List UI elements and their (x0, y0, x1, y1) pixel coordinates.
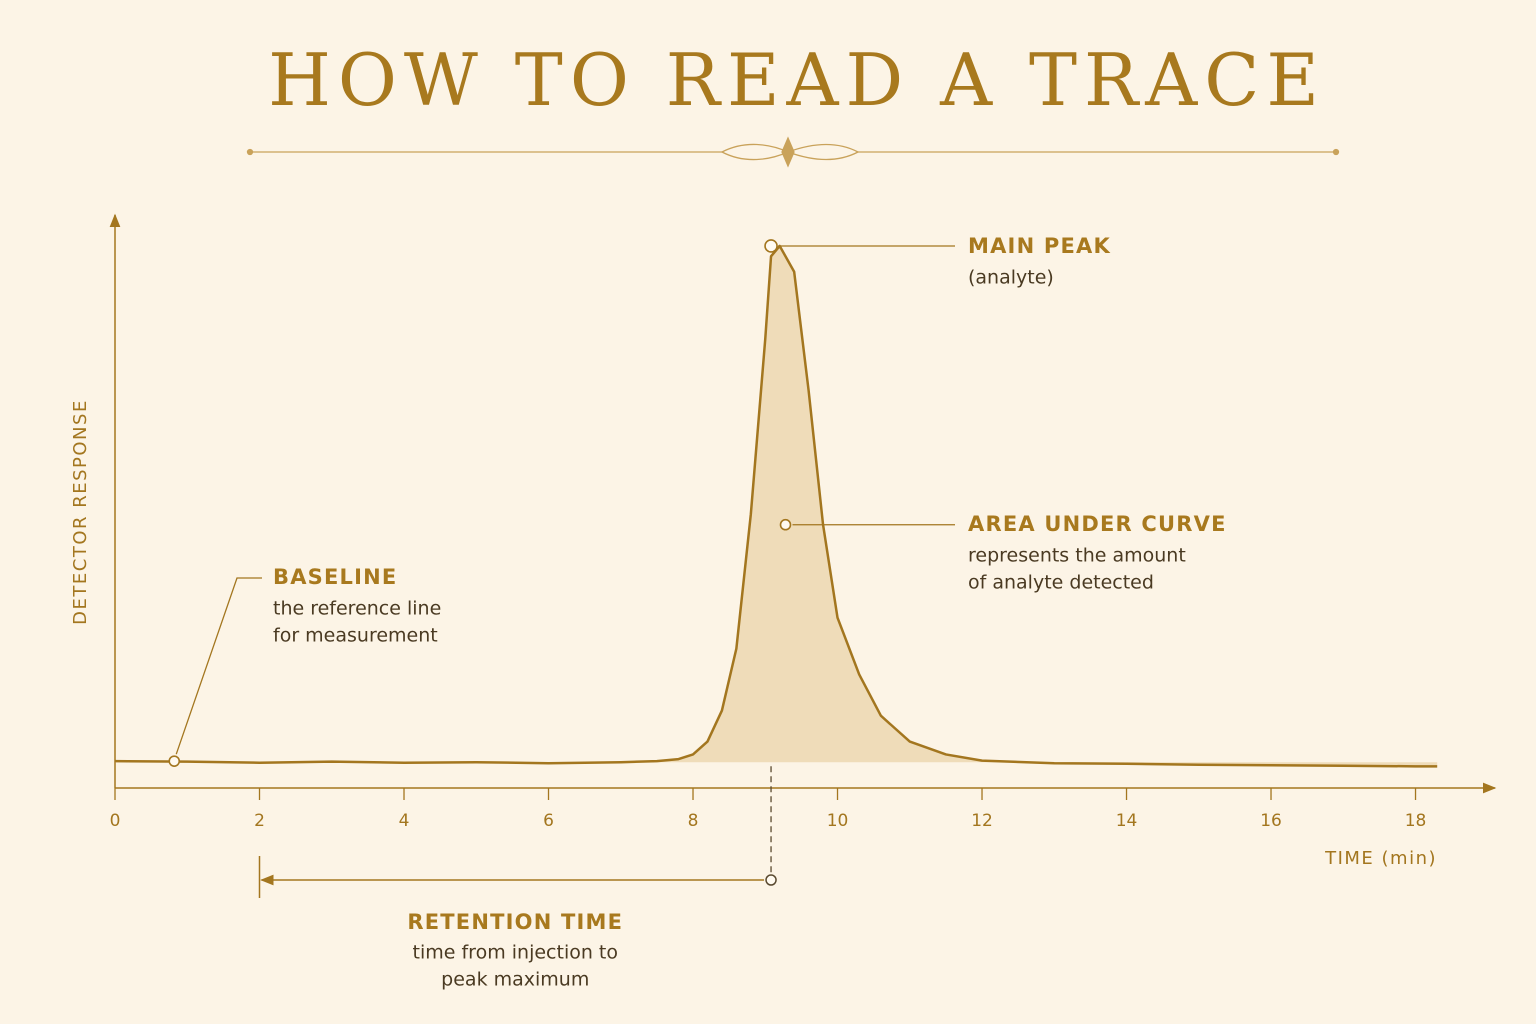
annotation-title: BASELINE (273, 565, 397, 589)
annotation-marker (168, 755, 181, 767)
annotation-text: the reference line (273, 598, 441, 620)
annotation-title: AREA UNDER CURVE (968, 512, 1227, 536)
annotation-title: MAIN PEAK (968, 234, 1111, 258)
annotation-text: (analyte) (968, 267, 1054, 289)
chart-title: HOW TO READ A TRACE (268, 38, 1326, 122)
x-tick-label: 18 (1405, 811, 1427, 831)
x-tick-label: 6 (543, 811, 554, 831)
retention-title: RETENTION TIME (407, 910, 623, 934)
x-tick-label: 2 (254, 811, 265, 831)
retention-text: time from injection to (413, 942, 618, 964)
x-tick-label: 12 (971, 811, 993, 831)
leader-line (175, 577, 262, 755)
annotation-marker (764, 239, 778, 253)
retention-text: peak maximum (441, 969, 589, 991)
annotation-marker (779, 518, 792, 531)
retention-marker (765, 874, 777, 886)
divider (246, 136, 1340, 168)
x-tick-label: 10 (827, 811, 849, 831)
x-tick-label: 8 (688, 811, 699, 831)
area-fill (115, 245, 1438, 767)
x-tick-label: 4 (399, 811, 410, 831)
annotation-text: of analyte detected (968, 572, 1154, 594)
x-axis-label: TIME (min) (1324, 848, 1437, 869)
y-axis-label: DETECTOR RESPONSE (70, 399, 91, 625)
x-tick-label: 0 (110, 811, 121, 831)
annotation-text: for measurement (273, 625, 438, 647)
x-tick-label: 14 (1116, 811, 1138, 831)
annotation-text: represents the amount (968, 545, 1186, 567)
x-tick-label: 16 (1260, 811, 1282, 831)
